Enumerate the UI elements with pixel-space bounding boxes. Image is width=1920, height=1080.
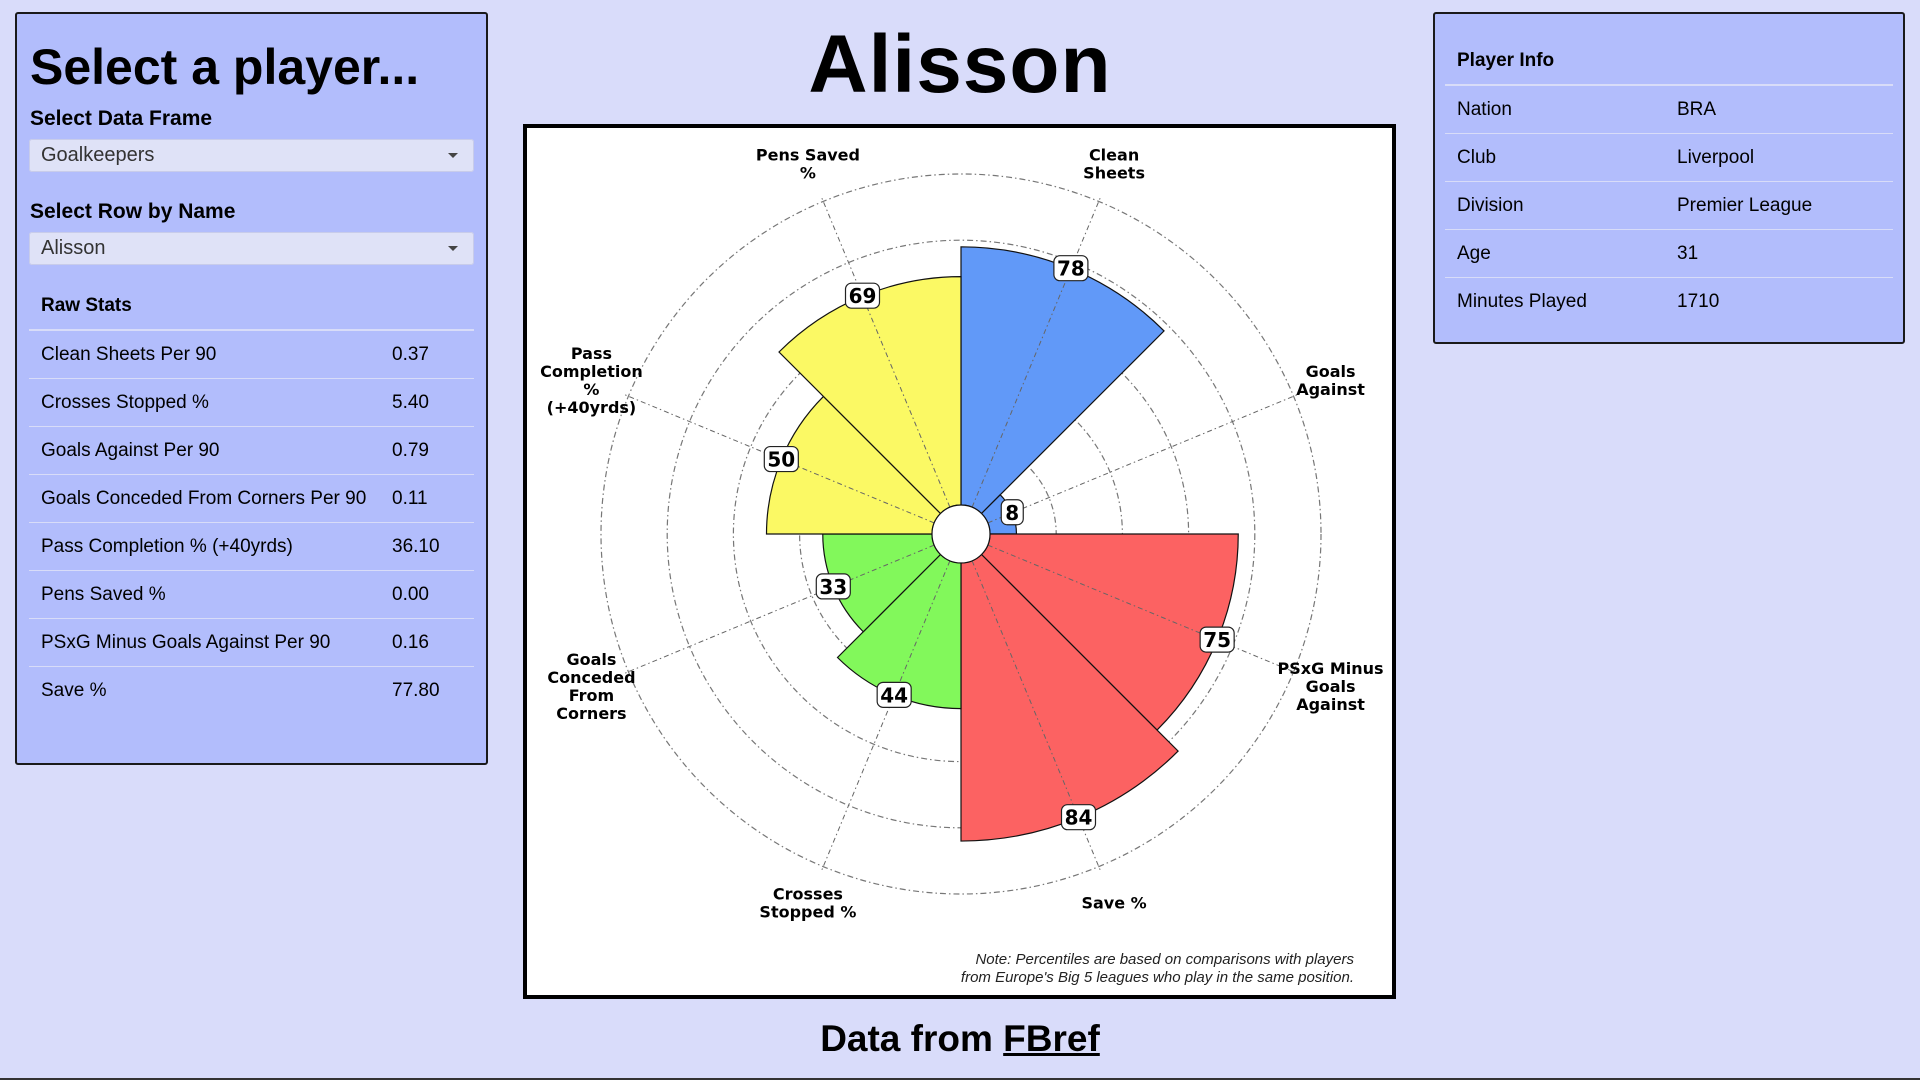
footer-prefix: Data from (820, 1018, 1004, 1059)
stat-value: 5.40 (380, 378, 474, 427)
value-badge (763, 445, 799, 473)
axis-label: Pass Completion% (+40yrds) (540, 344, 643, 417)
axis-label: Goals Against (1296, 362, 1365, 399)
player-info-header: Player Info (1445, 34, 1893, 86)
value-label: 50 (767, 448, 795, 472)
stat-name: Goals Against Per 90 (29, 426, 380, 475)
value-label: 8 (1005, 501, 1019, 525)
info-value: BRA (1665, 85, 1893, 134)
data-frame-label: Select Data Frame (30, 107, 213, 130)
fbref-link[interactable]: FBref (1003, 1018, 1100, 1059)
table-row: Pass Completion % (+40yrds) 36.10 (29, 522, 474, 571)
info-value: Liverpool (1665, 133, 1893, 182)
panel-heading: Select a player... (30, 39, 420, 95)
page-title: Alisson (808, 19, 1112, 110)
spoke-line (821, 560, 951, 871)
player-info-table: Player Info Nation BRA Club Liverpool Divi… (1445, 34, 1893, 325)
spoke-line (971, 197, 1101, 508)
row-name-value: Alisson (41, 237, 106, 259)
table-row: Goals Conceded From Corners Per 90 0.11 (29, 474, 474, 523)
stat-name: Goals Conceded From Corners Per 90 (29, 474, 380, 523)
spoke-line (987, 394, 1298, 524)
caret-down-icon (448, 153, 458, 158)
info-key: Club (1445, 133, 1665, 182)
table-row: Division Premier League (1445, 181, 1893, 230)
stat-name: Clean Sheets Per 90 (29, 330, 380, 379)
row-name-select[interactable]: Alisson (29, 232, 474, 265)
table-row: Goals Against Per 90 0.79 (29, 426, 474, 475)
grid-ring (600, 173, 1322, 895)
axis-label: Goals Conceded From Corners (547, 650, 635, 723)
chart-container: 78 Clean Sheets 8 Goals Against 75 PSxG Minus Go… (523, 124, 1396, 999)
value-badge (1053, 255, 1089, 282)
row-label: Select Row by Name (30, 200, 236, 223)
value-badge (1060, 804, 1097, 831)
value-badge (844, 282, 881, 309)
table-row: Pens Saved % 0.00 (29, 570, 474, 619)
raw-stats-header: Raw Stats (29, 281, 474, 331)
chart-note: Note: Percentiles are based on compariso… (960, 951, 1354, 986)
axis-label: Save % (1081, 894, 1146, 913)
value-badge (815, 573, 851, 600)
stat-name: Save % (41, 679, 107, 701)
axis-label: Crosses Stopped % (759, 885, 856, 922)
value-badge (876, 681, 912, 708)
value-label: 69 (849, 284, 877, 308)
player-selector-panel: Select a player... Select Data Frame Goa… (15, 12, 488, 765)
value-label: 44 (880, 683, 908, 707)
divider (0, 1078, 1920, 1080)
stat-value: 0.79 (380, 426, 474, 475)
table-row: Crosses Stopped % 5.40 (29, 378, 474, 427)
spoke-line (821, 197, 951, 508)
data-frame-value: Goalkeepers (41, 144, 155, 166)
value-label: 33 (819, 575, 847, 599)
info-key: Division (1445, 181, 1665, 230)
stat-name: Crosses Stopped % (29, 378, 380, 427)
stat-value: 77.80 (392, 679, 440, 701)
table-row: Nation BRA (1445, 85, 1893, 134)
info-value: 31 (1665, 229, 1893, 278)
info-key: Nation (1445, 85, 1665, 134)
axis-label: Clean Sheets (1083, 145, 1145, 182)
spoke-line (987, 544, 1298, 674)
data-frame-select[interactable]: Goalkeepers (29, 139, 474, 172)
stat-name: Pens Saved % (29, 570, 380, 619)
stat-name: Pass Completion % (+40yrds) (29, 522, 380, 571)
caret-down-icon (448, 246, 458, 251)
player-info-panel: Player Info Nation BRA Club Liverpool Divi… (1433, 12, 1905, 344)
pizza-chart: 78 Clean Sheets 8 Goals Against 75 PSxG Minus Go… (540, 145, 1384, 922)
value-badge (1199, 626, 1235, 653)
table-row: Club Liverpool (1445, 133, 1893, 182)
table-row: PSxG Minus Goals Against Per 90 0.16 (29, 618, 474, 667)
table-row: Minutes Played 1710 (1445, 278, 1893, 326)
stat-value: 0.16 (380, 618, 474, 667)
wedge-bar (960, 246, 1165, 515)
stat-value: 0.00 (380, 570, 474, 619)
stat-value: 0.11 (380, 474, 474, 523)
value-label: 75 (1203, 628, 1231, 652)
raw-stats-table: Raw Stats Clean Sheets Per 90 0.37 Crosse… (29, 281, 474, 714)
axis-label: Pens Saved% (756, 145, 860, 182)
data-source-footer: Data from FBref (0, 1018, 1920, 1060)
value-label: 84 (1065, 806, 1093, 830)
info-key: Minutes Played (1457, 290, 1587, 312)
center-hole (931, 504, 991, 564)
info-key: Age (1445, 229, 1665, 278)
table-row: Age 31 (1445, 229, 1893, 278)
table-row: Clean Sheets Per 90 0.37 (29, 330, 474, 379)
value-badge (1000, 499, 1024, 526)
stat-value: 0.37 (380, 330, 474, 379)
axis-label: PSxG Minus Goals Against (1278, 659, 1384, 714)
value-label: 78 (1057, 257, 1085, 281)
info-value: Premier League (1665, 181, 1893, 230)
table-row: Save % 77.80 (29, 667, 474, 715)
info-value: 1710 (1677, 290, 1720, 312)
stat-value: 36.10 (380, 522, 474, 571)
stat-name: PSxG Minus Goals Against Per 90 (29, 618, 380, 667)
